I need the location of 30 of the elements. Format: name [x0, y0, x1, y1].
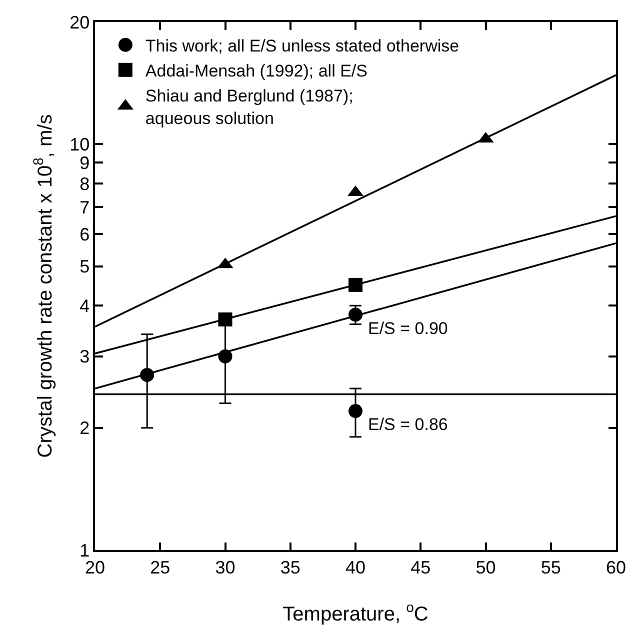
y-tick-label: 2 [80, 418, 90, 438]
x-tick-label: 45 [410, 557, 431, 578]
x-axis-title: Temperature, $^{o}$C [282, 598, 428, 626]
x-tick-label: 60 [606, 557, 626, 578]
y-tick-label: 10 [70, 134, 90, 154]
y-tick-label: 20 [70, 12, 90, 32]
annotation: E/S = 0.90 [368, 319, 448, 338]
legend-label: Addai-Mensah (1992); all E/S [145, 62, 368, 81]
y-tick-label: 4 [80, 296, 90, 316]
point [218, 312, 232, 326]
y-tick-label: 5 [80, 256, 90, 277]
x-tick-label: 30 [215, 557, 236, 578]
y-tick-label: 6 [80, 224, 90, 244]
point [348, 404, 362, 418]
legend-label: This work; all E/S unless stated otherwise [145, 36, 460, 56]
x-tick-label: 35 [280, 557, 300, 578]
y-tick-label: 1 [80, 540, 90, 560]
y-tick-label: 3 [80, 346, 90, 367]
point [348, 278, 362, 292]
x-tick-label: 25 [150, 557, 170, 578]
x-tick-label: 55 [540, 557, 561, 578]
annotation: E/S = 0.86 [368, 415, 448, 434]
x-tick-label: 50 [476, 557, 496, 578]
point [218, 349, 232, 364]
y-tick-label: 9 [80, 153, 90, 174]
y-tick-label: 7 [80, 197, 90, 218]
legend-label: Shiau and Berglund (1987); aqueous solution [145, 86, 354, 128]
x-tick-label: 40 [345, 557, 366, 578]
y-tick-label: 8 [80, 174, 90, 194]
point [140, 368, 154, 382]
